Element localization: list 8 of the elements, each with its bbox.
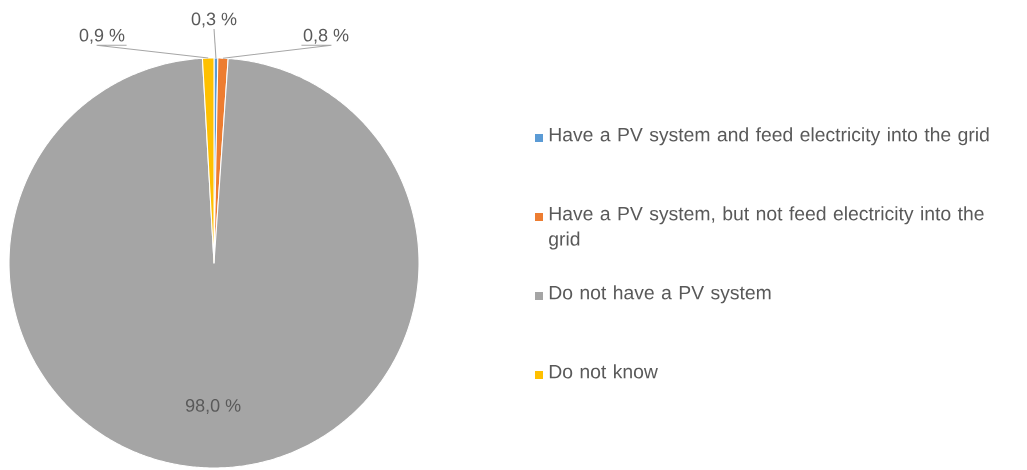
legend-label: Do not have a PV system <box>549 285 771 304</box>
legend-label: Have a PV system, but not feed electricity into the grid <box>549 206 984 250</box>
data-label: 98,0 % <box>185 399 241 414</box>
legend-label: Have a PV system and feed electricity into the grid <box>549 127 989 146</box>
legend-label: Do not know <box>549 364 658 379</box>
data-label: 0,8 % <box>303 28 349 44</box>
data-label: 0,9 % <box>79 28 125 44</box>
data-label: 0,3 % <box>191 12 237 28</box>
